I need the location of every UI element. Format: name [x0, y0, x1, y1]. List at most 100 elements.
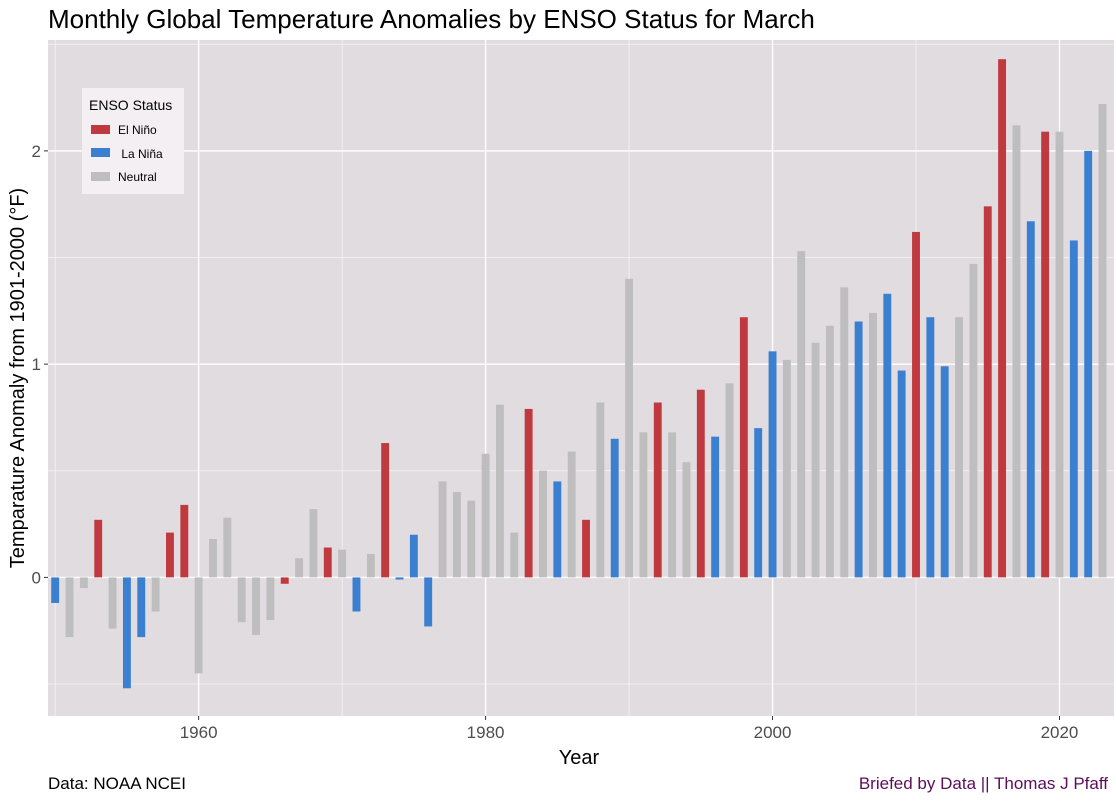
- bar-1969-el-nino: [323, 547, 332, 578]
- bar-1953-el-nino: [94, 519, 103, 578]
- bar-1986-neutral: [567, 451, 576, 578]
- bar-2013-neutral: [955, 317, 963, 578]
- bar-1964-neutral: [252, 577, 260, 635]
- bar-1988-neutral: [596, 402, 605, 578]
- bar-1957-neutral: [151, 577, 160, 612]
- bar-2012-la-nina: [940, 366, 949, 578]
- bar-2015-el-nino: [983, 206, 992, 578]
- bar-1966-el-nino: [280, 577, 289, 584]
- bar-1999-la-nina: [754, 428, 763, 578]
- bar-2019-el-nino: [1041, 131, 1050, 578]
- bar-1984-neutral: [539, 470, 547, 578]
- x-tick-label: 1980: [467, 723, 505, 742]
- y-tick-label: 1: [32, 355, 41, 374]
- bar-1972-neutral: [366, 553, 375, 578]
- bar-2022-la-nina: [1084, 150, 1093, 578]
- bar-1991-neutral: [639, 432, 648, 578]
- bar-1998-el-nino: [739, 317, 748, 578]
- bar-1954-neutral: [108, 577, 117, 629]
- bar-1995-el-nino: [696, 389, 705, 578]
- y-axis-title: Temparature Anomaly from 1901-2000 (°F): [7, 188, 29, 568]
- bar-1963-neutral: [237, 577, 246, 623]
- bar-1993-neutral: [668, 432, 677, 578]
- x-tick-label: 2020: [1041, 723, 1079, 742]
- bar-2006-la-nina: [854, 321, 863, 578]
- y-tick-label: 0: [32, 568, 41, 587]
- bar-1956-la-nina: [137, 577, 146, 638]
- minor-gridlines: [48, 40, 1114, 716]
- chart-title: Monthly Global Temperature Anomalies by …: [48, 4, 815, 34]
- bar-2002-neutral: [797, 251, 806, 578]
- x-tick-label: 1960: [180, 723, 218, 742]
- bar-2009-la-nina: [897, 370, 906, 578]
- bar-2000-la-nina: [768, 351, 777, 578]
- bar-1960-neutral: [194, 577, 203, 674]
- bar-1996-la-nina: [711, 436, 720, 578]
- bar-1950-la-nina: [51, 577, 60, 603]
- bar-2005-neutral: [840, 287, 849, 578]
- author-caption: Briefed by Data || Thomas J Pfaff: [858, 774, 1108, 793]
- legend-key-el-nino: [91, 125, 110, 134]
- bar-2007-neutral: [869, 312, 877, 578]
- bar-1973-el-nino: [381, 443, 390, 578]
- bar-1997-neutral: [725, 383, 734, 578]
- bar-1958-el-nino: [166, 532, 174, 578]
- bar-1959-el-nino: [180, 504, 189, 578]
- bar-1974-la-nina: [395, 577, 404, 580]
- legend-label-neutral: Neutral: [118, 170, 157, 184]
- bar-1978-neutral: [452, 492, 461, 578]
- bar-1987-el-nino: [582, 519, 590, 578]
- bar-1970-neutral: [338, 549, 347, 578]
- bar-1992-el-nino: [653, 402, 662, 578]
- bar-1955-la-nina: [122, 577, 131, 689]
- bar-2011-la-nina: [926, 317, 935, 578]
- legend-key-neutral: [91, 172, 110, 181]
- bar-2010-el-nino: [912, 231, 920, 578]
- bar-2014-neutral: [969, 263, 978, 578]
- bar-1971-la-nina: [352, 577, 361, 612]
- legend-key-la-nina: [91, 148, 110, 157]
- bar-2018-la-nina: [1026, 221, 1035, 578]
- bar-1990-neutral: [625, 278, 634, 578]
- x-tick-label: 2000: [754, 723, 792, 742]
- bar-2021-la-nina: [1069, 240, 1078, 578]
- bar-1952-neutral: [79, 577, 88, 589]
- y-axis-ticks: 0 1 2: [32, 142, 48, 587]
- plot-panel: [48, 40, 1114, 716]
- bar-1980-neutral: [481, 453, 490, 578]
- bar-1968-neutral: [309, 509, 318, 578]
- bar-1961-neutral: [209, 539, 217, 578]
- bar-1994-neutral: [682, 462, 691, 578]
- bar-2003-neutral: [811, 342, 820, 578]
- bar-1965-neutral: [266, 577, 275, 621]
- bar-2016-el-nino: [998, 59, 1007, 578]
- data-source-caption: Data: NOAA NCEI: [48, 774, 186, 793]
- bar-1979-neutral: [467, 500, 476, 578]
- bar-2023-neutral: [1098, 103, 1107, 578]
- bar-1976-la-nina: [424, 577, 433, 627]
- x-axis-title: Year: [559, 747, 600, 769]
- bar-1967-neutral: [295, 558, 304, 578]
- legend: ENSO Status El Niño La Niña Neutral: [82, 88, 184, 194]
- bar-2001-neutral: [782, 359, 791, 578]
- legend-label-la-nina: La Niña: [118, 147, 163, 161]
- bar-1989-la-nina: [610, 438, 619, 578]
- bar-2008-la-nina: [883, 293, 892, 578]
- bar-2017-neutral: [1012, 125, 1021, 578]
- bar-1985-la-nina: [553, 481, 562, 578]
- legend-title: ENSO Status: [89, 97, 172, 113]
- bar-1982-neutral: [510, 532, 519, 578]
- bar-1962-neutral: [223, 517, 232, 578]
- x-axis-ticks: 1960 1980 2000 2020: [180, 716, 1079, 742]
- bars: [51, 59, 1107, 689]
- legend-label-el-nino: El Niño: [118, 123, 157, 137]
- bar-1951-neutral: [65, 577, 74, 638]
- bar-1975-la-nina: [409, 534, 418, 578]
- bar-2004-neutral: [825, 325, 834, 578]
- bar-1983-el-nino: [524, 408, 533, 578]
- y-tick-label: 2: [32, 142, 41, 161]
- bar-2020-neutral: [1055, 131, 1064, 578]
- bar-1981-neutral: [495, 404, 504, 578]
- bar-1977-neutral: [438, 481, 447, 578]
